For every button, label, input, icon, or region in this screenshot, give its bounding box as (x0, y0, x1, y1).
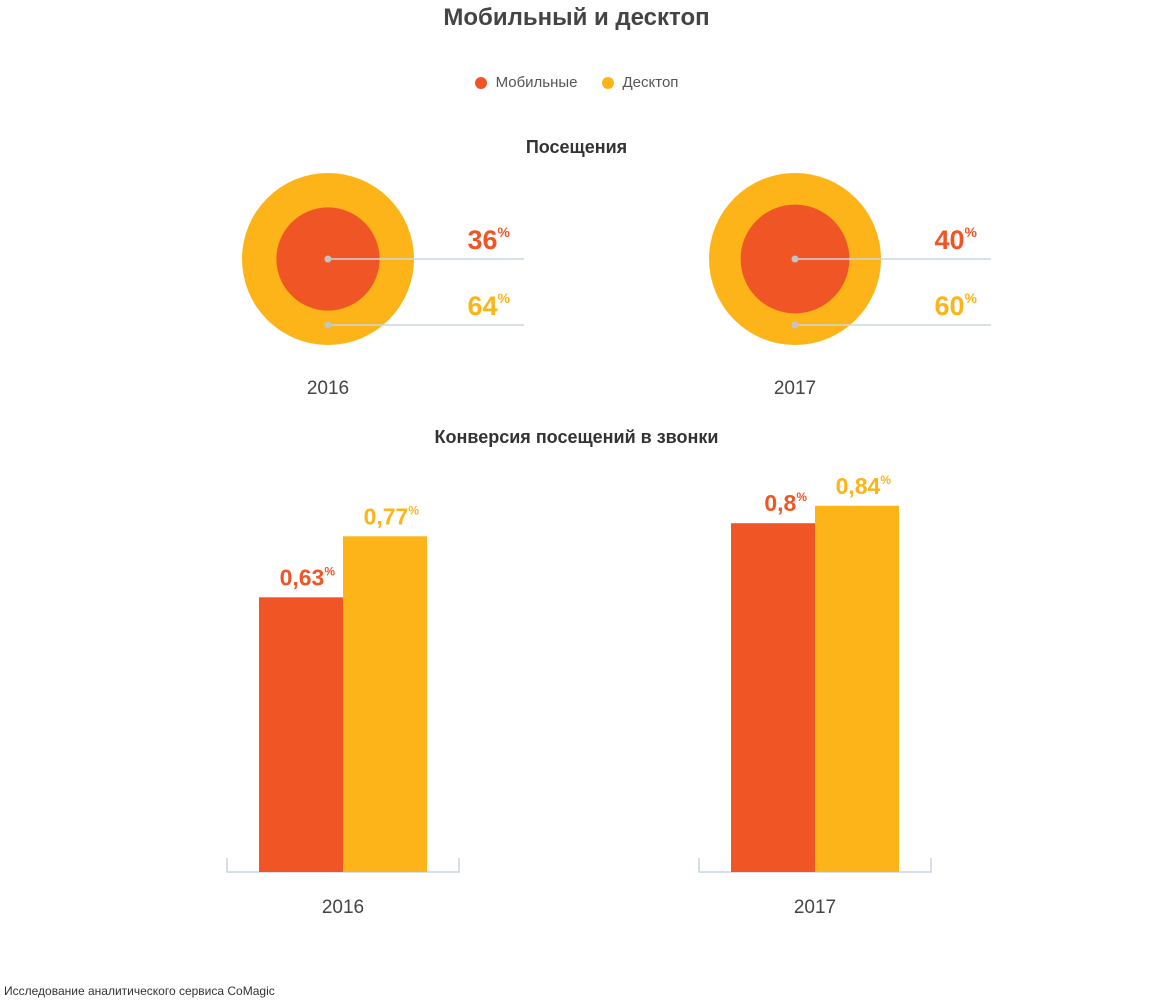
conversion-bar-desktop-2017 (815, 505, 899, 872)
visits-year-label-2017: 2017 (774, 378, 816, 399)
conversion-bar-mobile-2017 (731, 523, 815, 872)
legend-item-desktop: Десктоп (601, 74, 679, 91)
legend: Мобильные Десктоп (0, 74, 1153, 91)
conversion-section-title: Конверсия посещений в звонки (434, 427, 719, 447)
legend-label-mobile: Мобильные (495, 74, 578, 91)
legend-swatch-mobile (474, 76, 487, 89)
visits-section-title: Посещения (525, 137, 628, 157)
conversion-label-desktop-2016: 0,77% (364, 503, 420, 529)
conversion-bar-desktop-2016 (343, 536, 427, 872)
legend-swatch-desktop (601, 76, 614, 89)
visits-year-label-2016: 2016 (307, 378, 349, 399)
conversion-label-mobile-2017: 0,8% (764, 490, 807, 516)
conversion-bar-mobile-2016 (259, 597, 343, 872)
conversion-label-desktop-2017: 0,84% (836, 473, 892, 499)
conversion-label-mobile-2016: 0,63% (280, 564, 336, 590)
visits-mobile-dot-2017 (791, 255, 799, 263)
visits-mobile-dot-2016 (324, 255, 332, 263)
visits-desktop-dot-2017 (791, 321, 799, 329)
visits-mobile-label-2016: 36% (468, 224, 511, 255)
legend-item-mobile: Мобильные (474, 74, 578, 91)
visits-mobile-label-2017: 40% (935, 224, 978, 255)
visits-desktop-label-2017: 60% (935, 290, 978, 321)
visits-desktop-dot-2016 (324, 321, 332, 329)
legend-label-desktop: Десктоп (622, 74, 679, 91)
conversion-year-label-2017: 2017 (794, 897, 836, 918)
chart-title: Мобильный и десктоп (443, 4, 710, 31)
visits-desktop-label-2016: 64% (468, 290, 511, 321)
conversion-year-label-2016: 2016 (322, 897, 364, 918)
footnote: Исследование аналитического сервиса CoMa… (4, 984, 275, 998)
